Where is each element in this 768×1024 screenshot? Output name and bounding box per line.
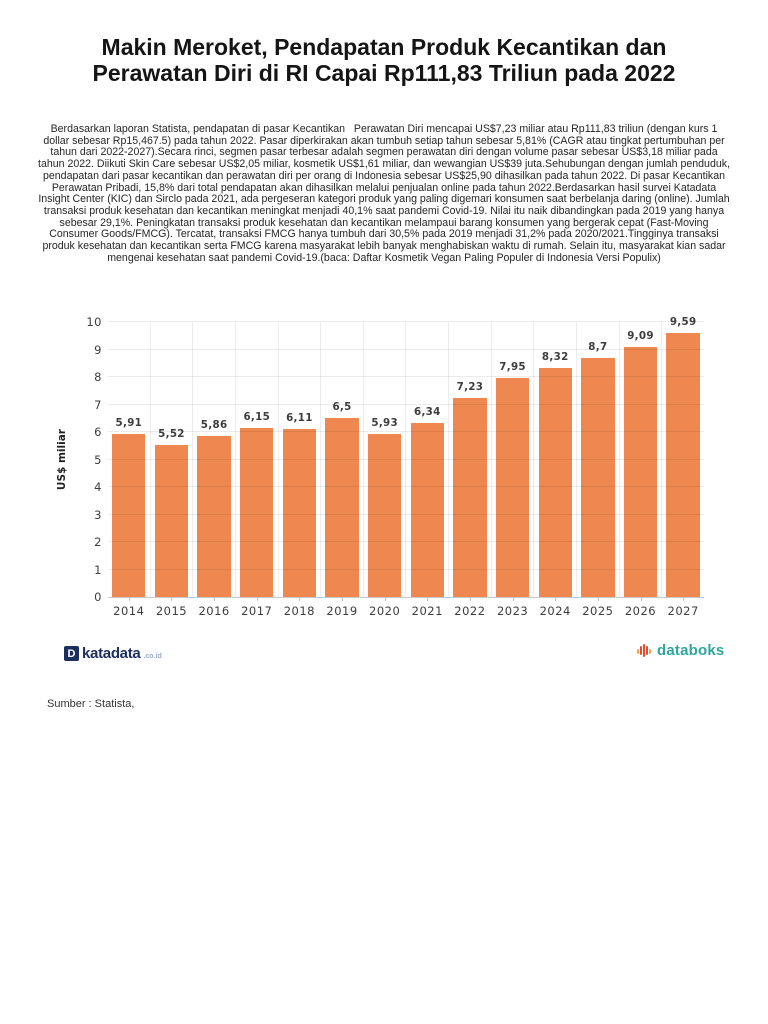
y-axis-tick-label: 3: [94, 507, 102, 522]
bar: [581, 357, 615, 597]
axis-tick-mark: [597, 597, 599, 601]
source-caption: Sumber : Statista,: [47, 698, 135, 710]
axis-tick-mark: [640, 597, 642, 601]
bar-value-label: 5,86: [200, 418, 228, 431]
bar-value-label: 8,7: [588, 340, 608, 353]
x-axis-tick-label: 2019: [326, 604, 358, 618]
bar-slot: 9,09 2026: [618, 322, 662, 618]
bar-slot: 5,91 2014: [108, 322, 150, 618]
bar-value-label: 6,15: [243, 410, 271, 423]
axis-tick-mark: [427, 597, 429, 601]
katadata-domain-suffix: .co.id: [143, 652, 162, 660]
y-axis-tick-label: 0: [94, 590, 102, 604]
bar-slot: 5,86 2016: [192, 322, 235, 618]
bar-value-label: 5,52: [158, 428, 185, 441]
axis-tick-mark: [555, 597, 557, 601]
bar-value-label: 7,95: [499, 361, 526, 374]
bar: [410, 422, 444, 597]
y-axis-tick-label: 9: [94, 342, 102, 357]
y-axis-ticks: 0 1 2 3 4 5 6 7 8 9 10: [74, 315, 102, 604]
y-axis-tick-label: 5: [94, 452, 102, 467]
bar: [666, 333, 700, 597]
bar-slot: 6,5 2019: [320, 322, 363, 618]
bar: [368, 433, 402, 597]
y-axis-tick-label: 8: [94, 370, 102, 384]
axis-tick-mark: [256, 597, 258, 601]
bar: [282, 428, 317, 597]
axis-tick-mark: [214, 597, 216, 601]
x-axis-tick-label: 2025: [582, 604, 614, 618]
katadata-wordmark: katadata: [82, 645, 141, 662]
x-axis-tick-label: 2027: [667, 604, 699, 618]
axis-tick-mark: [683, 597, 685, 601]
bar: [154, 445, 189, 597]
bar-value-label: 5,91: [115, 417, 143, 430]
x-axis-tick-label: 2022: [454, 604, 486, 618]
axis-tick-mark: [469, 597, 471, 601]
plot-area: 5,91 2014 5,52 2015 5,86 2016 6,15 2017 6,11 2018…: [108, 316, 704, 618]
bar-slot: 7,95 2023: [490, 322, 534, 618]
bar-slot: 5,93 2020: [362, 322, 406, 618]
y-axis-tick-label: 2: [94, 535, 102, 549]
axis-tick-mark: [128, 597, 130, 601]
databoks-bars-icon: [637, 643, 653, 659]
axis-tick-mark: [512, 597, 514, 601]
x-axis-tick-label: 2024: [539, 604, 571, 618]
y-axis-tick-label: 10: [86, 315, 102, 329]
axis-tick-mark: [384, 597, 386, 601]
bar-value-label: 5,93: [371, 416, 398, 429]
katadata-logo: D katadata .co.id: [64, 645, 162, 662]
bar: [453, 398, 487, 597]
x-axis-tick-label: 2018: [283, 604, 316, 618]
bar-value-label: 6,11: [286, 411, 313, 424]
bar: [197, 435, 231, 597]
bar-value-label: 6,34: [414, 405, 441, 418]
bar: [538, 368, 572, 597]
x-axis-tick-label: 2021: [411, 604, 443, 618]
x-axis-tick-label: 2014: [113, 604, 145, 618]
katadata-d-icon: D: [64, 646, 79, 661]
x-axis-tick-label: 2020: [369, 604, 401, 618]
page-title: Makin Meroket, Pendapatan Produk Kecanti…: [92, 34, 676, 86]
bar: [623, 347, 658, 597]
y-axis-tick-label: 1: [94, 562, 102, 577]
y-axis-title: US$ miliar: [56, 428, 68, 491]
bar-value-label: 8,32: [541, 351, 569, 364]
axis-tick-mark: [342, 597, 344, 601]
y-axis-tick-label: 7: [94, 397, 102, 412]
x-axis-tick-label: 2026: [624, 604, 657, 618]
bar: [240, 427, 274, 597]
bar: [495, 378, 530, 597]
bar-slot: 6,15 2017: [234, 322, 278, 618]
x-axis-tick-label: 2017: [241, 604, 273, 618]
bar-value-label: 7,23: [456, 381, 484, 394]
bar-slot: 8,32 2024: [533, 322, 576, 618]
bar-value-label: 6,5: [332, 401, 352, 414]
bar-slot: 9,59 2027: [661, 316, 704, 618]
bar: [112, 434, 146, 597]
bar-slot: 5,52 2015: [149, 322, 193, 618]
article-body: Berdasarkan laporan Statista, pendapatan…: [38, 123, 734, 264]
bar: [325, 418, 359, 597]
bar-slot: 6,34 2021: [405, 322, 448, 618]
x-axis-tick-label: 2015: [155, 604, 188, 618]
databoks-logo: databoks: [637, 642, 724, 659]
bar-chart: US$ miliar 0 1 2 3 4 5 6 7 8 9 10 5,91 2014 5,52 2015…: [48, 295, 740, 640]
bar-slot: 6,11 2018: [277, 322, 321, 618]
bar-value-label: 9,59: [669, 316, 697, 329]
x-axis-tick-label: 2023: [496, 604, 529, 618]
bar-value-label: 9,09: [627, 330, 654, 343]
bar-slot: 7,23 2022: [448, 322, 491, 618]
y-axis-tick-label: 6: [94, 425, 102, 439]
axis-tick-mark: [299, 597, 301, 601]
y-axis-tick-label: 4: [94, 480, 102, 494]
axis-tick-mark: [171, 597, 173, 601]
x-axis-tick-label: 2016: [198, 604, 230, 618]
databoks-wordmark: databoks: [657, 642, 725, 659]
bar-slot: 8,7 2025: [576, 322, 619, 618]
